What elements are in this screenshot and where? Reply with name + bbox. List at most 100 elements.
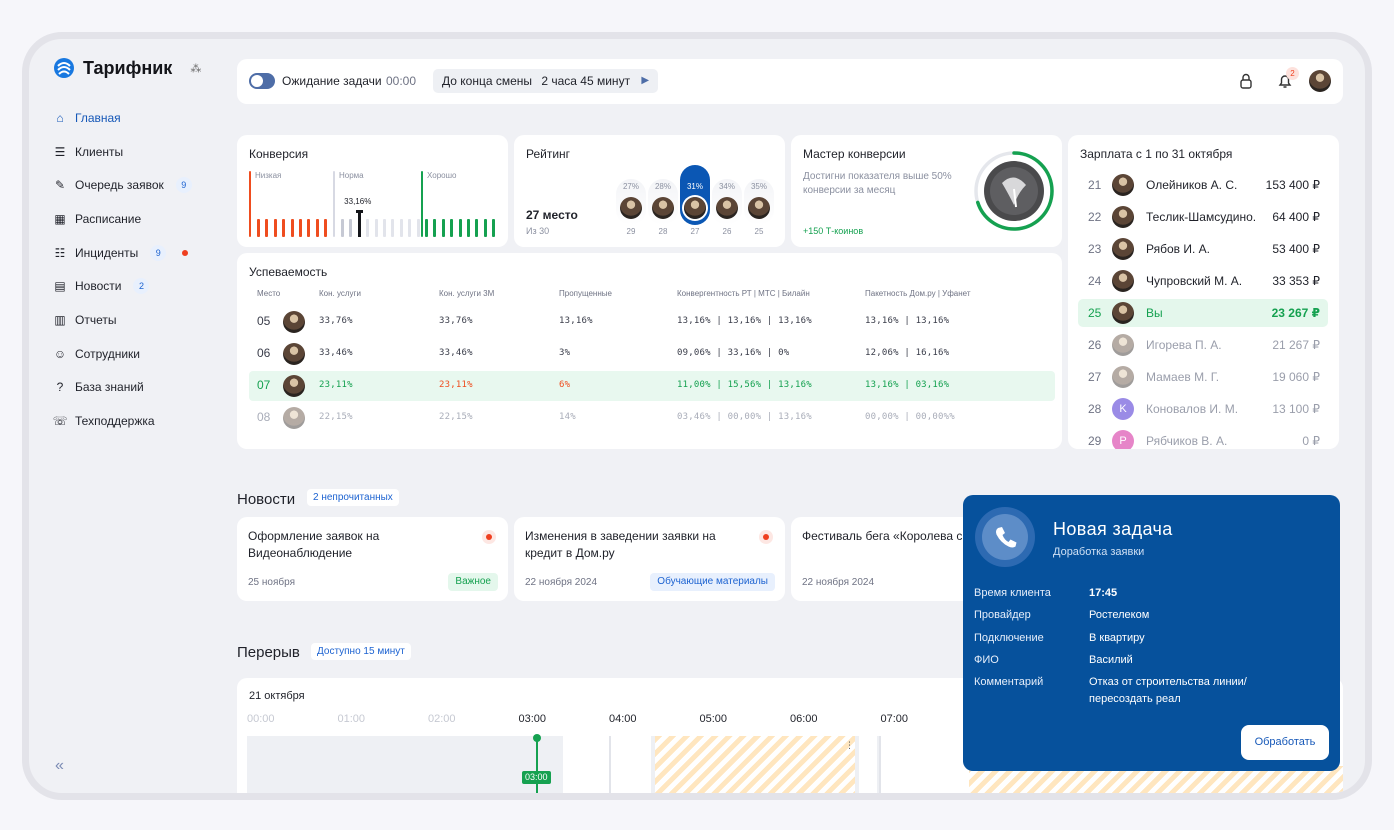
sidebar-item-clients[interactable]: ☰ Клиенты (53, 135, 192, 169)
table-row[interactable]: 06 33,46% 33,46% 3% 09,06% | 33,16% | 0% 12,0… (249, 339, 1055, 369)
rating-avatar[interactable] (652, 197, 674, 219)
timeline-break-slot[interactable] (655, 736, 855, 793)
timeline-now-label: 03:00 (522, 771, 551, 784)
salary-rank: 29 (1088, 434, 1102, 448)
sidebar-item-support[interactable]: ☏ Техподдержка (53, 404, 192, 438)
process-button[interactable]: Обработать (1241, 725, 1329, 760)
calendar-icon: ▦ (54, 211, 66, 226)
salary-name: Вы (1146, 306, 1163, 320)
rating-avatar[interactable] (716, 197, 738, 219)
performance-card: Успеваемость Место Кон. услуги Кон. услуги… (237, 253, 1062, 449)
conversion-bar (324, 219, 328, 237)
rating-avatar[interactable] (684, 197, 706, 219)
timeline-hour: 06:00 (790, 713, 818, 725)
conversion-bar (458, 219, 462, 237)
table-header: Кон. услуги 3М (439, 289, 495, 298)
news-card-date: 25 ноября (248, 577, 295, 588)
conversion-zone-line (333, 171, 335, 237)
salary-row[interactable]: 25 Вы 23 267 ₽ (1078, 299, 1328, 327)
row-avatar (283, 375, 305, 397)
sidebar-item-calendar[interactable]: ▦ Расписание (53, 202, 192, 236)
master-card: Мастер конверсии Достигни показателя выш… (791, 135, 1062, 247)
conversion-bar (282, 219, 286, 237)
salary-row[interactable]: 21 Олейников А. С. 153 400 ₽ (1078, 171, 1328, 199)
timeline-break-slot[interactable] (969, 766, 1343, 793)
sidebar-item-home[interactable]: ⌂ Главная (53, 101, 192, 135)
staff-icon: ☺ (53, 346, 67, 361)
timeline-free-slot[interactable] (879, 736, 969, 793)
popup-field-key: ФИО (974, 654, 999, 666)
timeline-hour: 07:00 (880, 713, 909, 725)
clients-icon: ☰ (54, 144, 66, 159)
row-cell-c2: 33,76% (439, 316, 473, 326)
conversion-bar (492, 219, 496, 237)
sidebar-item-news[interactable]: ▤ Новости 2 (53, 269, 192, 303)
rating-avatar[interactable] (620, 197, 642, 219)
bell-icon[interactable] (1276, 72, 1294, 90)
timeline-hour: 04:00 (609, 713, 637, 725)
queue-icon: ✎ (54, 178, 66, 193)
salary-avatar (1112, 238, 1134, 260)
salary-row[interactable]: 29 P Рябчиков В. А. 0 ₽ (1078, 427, 1328, 449)
exit-icon[interactable]: ▶ (641, 75, 650, 86)
collapse-sidebar-icon[interactable]: « (55, 757, 64, 774)
salary-rank: 24 (1088, 274, 1102, 288)
conversion-bar (441, 219, 445, 237)
timeline-free-slot[interactable] (563, 736, 609, 793)
popup-field-value: Ростелеком (1089, 609, 1150, 621)
row-cell-c3: 13,16% (559, 316, 593, 326)
news-card[interactable]: Изменения в заведении заявки на кредит в… (514, 517, 785, 601)
row-cell-c4: 13,16% | 13,16% | 13,16% (677, 316, 812, 326)
shift-timer: До конца смены 2 часа 45 минут ▶ (433, 69, 659, 93)
conversion-bar (374, 219, 378, 237)
slot-menu-icon[interactable]: ⋮ (845, 740, 854, 750)
news-icon: ▤ (54, 279, 66, 294)
timeline-free-slot[interactable] (859, 736, 877, 793)
conversion-bar (290, 219, 294, 237)
table-header: Кон. услуги (319, 289, 361, 298)
salary-name: Рябов И. А. (1146, 242, 1210, 256)
conversion-bar (450, 219, 454, 237)
logo[interactable]: Тарифник ⁂ (53, 57, 201, 79)
rating-of: Из 30 (526, 226, 550, 236)
salary-row[interactable]: 24 Чупровский М. А. 33 353 ₽ (1078, 267, 1328, 295)
sidebar-item-knowledge[interactable]: ? База знаний (53, 371, 192, 405)
table-row[interactable]: 05 33,76% 33,76% 13,16% 13,16% | 13,16% | 13… (249, 307, 1055, 337)
salary-card: Зарплата с 1 по 31 октября 21 Олейников А… (1068, 135, 1339, 449)
salary-row[interactable]: 23 Рябов И. А. 53 400 ₽ (1078, 235, 1328, 263)
news-card-date: 22 ноября 2024 (525, 577, 598, 588)
network-icon[interactable]: ⁂ (190, 62, 202, 75)
lock-icon[interactable] (1237, 72, 1255, 90)
waiting-time: 00:00 (386, 74, 417, 88)
rating-card: Рейтинг 27 место Из 30 27% 29 28% 28 31% 27 34… (514, 135, 785, 247)
salary-row[interactable]: 26 Игорева П. А. 21 267 ₽ (1078, 331, 1328, 359)
sidebar-item-staff[interactable]: ☺ Сотрудники (53, 337, 192, 371)
table-row[interactable]: 08 22,15% 22,15% 14% 03,46% | 00,00% | 13,16… (249, 403, 1055, 433)
salary-avatar (1112, 206, 1134, 228)
salary-title: Зарплата с 1 по 31 октября (1080, 147, 1233, 161)
new-task-popup: Новая задача Доработка заявки Время клие… (963, 495, 1340, 771)
salary-row[interactable]: 28 K Коновалов И. М. 13 100 ₽ (1078, 395, 1328, 423)
sidebar-item-incident[interactable]: ☷ Инциденты 9 (53, 236, 192, 270)
conversion-bar (307, 219, 311, 237)
user-avatar[interactable] (1309, 70, 1331, 92)
conversion-bar (467, 219, 470, 237)
conversion-zone-label: Низкая (255, 171, 282, 180)
waiting-toggle[interactable] (249, 73, 275, 89)
timeline-free-slot[interactable] (609, 736, 651, 793)
sidebar-item-reports[interactable]: ▥ Отчеты (53, 303, 192, 337)
row-avatar (283, 343, 305, 365)
row-avatar (283, 311, 305, 333)
salary-avatar: K (1112, 398, 1134, 420)
timeline-hour: 02:00 (428, 713, 456, 725)
popup-field-key: Провайдер (974, 609, 1031, 621)
sidebar-item-queue[interactable]: ✎ Очередь заявок 9 (53, 168, 192, 202)
sidebar-item-label: Техподдержка (75, 414, 155, 429)
rating-avatar[interactable] (748, 197, 770, 219)
salary-row[interactable]: 22 Теслик-Шамсудино... 64 400 ₽ (1078, 203, 1328, 231)
table-row[interactable]: 07 23,11% 23,11% 6% 11,00% | 15,56% | 13,16%… (249, 371, 1055, 401)
salary-row[interactable]: 27 Мамаев М. Г. 19 060 ₽ (1078, 363, 1328, 391)
news-card[interactable]: Оформление заявок на Видеонаблюдение 25 н… (237, 517, 508, 601)
news-unread-badge[interactable]: 2 непрочитанных (307, 489, 399, 506)
conversion-bar (399, 219, 403, 237)
